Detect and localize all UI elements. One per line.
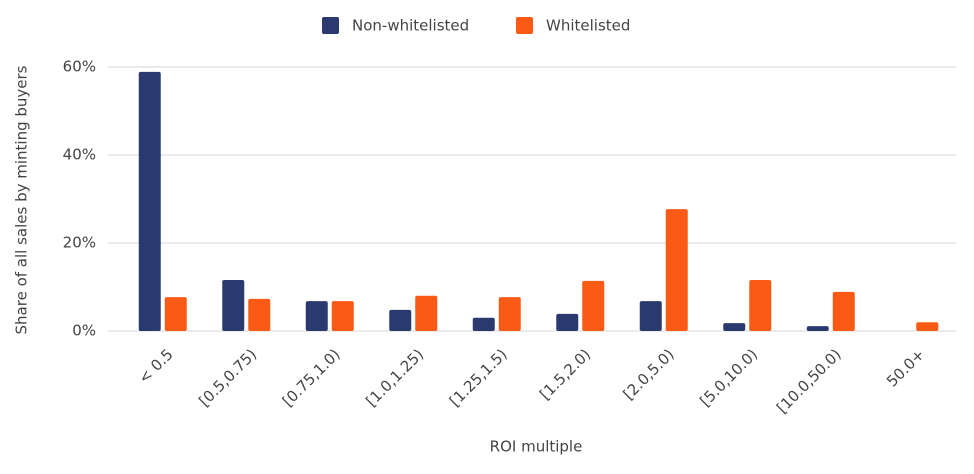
y-axis-title: Share of all sales by minting buyers: [13, 65, 31, 334]
bar: [138, 71, 161, 331]
bar: [415, 295, 438, 331]
y-tick-label: 20%: [63, 234, 96, 252]
bar: [305, 301, 328, 331]
x-tick-label: [1.25,1.5): [446, 345, 511, 410]
x-tick-label: [2.0,5.0): [620, 345, 678, 403]
bar: [222, 279, 245, 331]
legend-swatch: [516, 17, 533, 34]
bar: [806, 326, 829, 331]
x-tick-label: [10.0,50.0): [773, 345, 845, 417]
legend-label: Non-whitelisted: [352, 17, 469, 35]
bar: [749, 279, 772, 331]
bar: [498, 297, 521, 331]
bar: [331, 301, 354, 331]
y-tick-label: 60%: [63, 58, 96, 76]
bar: [832, 291, 855, 331]
x-tick-label: [1.0,1.25): [362, 345, 427, 410]
bar: [472, 317, 495, 331]
y-tick-label: 0%: [72, 322, 96, 340]
legend-label: Whitelisted: [546, 17, 630, 35]
bar: [639, 301, 662, 331]
x-tick-label: [0.5,0.75): [195, 345, 260, 410]
legend-swatch: [322, 17, 339, 34]
bar: [582, 280, 605, 331]
x-tick-label: [5.0,10.0): [696, 345, 761, 410]
x-tick-label: [1.5,2.0): [536, 345, 594, 403]
x-tick-label: < 0.5: [135, 345, 177, 387]
x-tick-label: 50.0+: [883, 345, 928, 390]
y-tick-label: 40%: [63, 146, 96, 164]
bar: [665, 209, 688, 331]
bar: [916, 322, 939, 331]
bar: [164, 297, 187, 331]
bar: [389, 309, 412, 331]
bar: [556, 313, 579, 331]
bar: [248, 298, 271, 331]
x-axis-title: ROI multiple: [490, 438, 583, 456]
x-tick-label: [0.75,1.0): [279, 345, 344, 410]
bar: [723, 323, 746, 331]
